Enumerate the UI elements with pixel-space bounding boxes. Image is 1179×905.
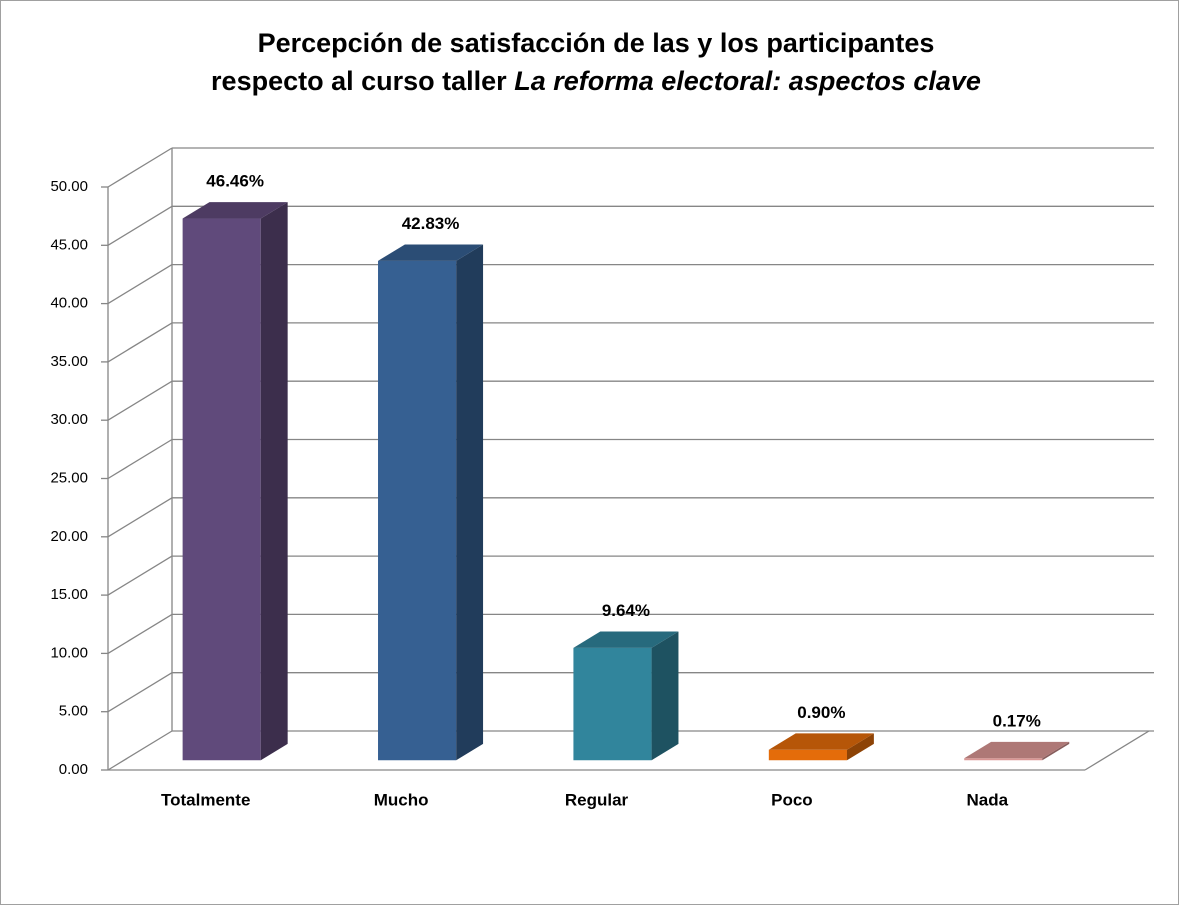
- grid-line: [107, 205, 173, 246]
- bar-top: [573, 631, 679, 648]
- grid-line: [107, 555, 173, 596]
- y-tick-label: 50.00: [50, 178, 88, 195]
- bar-top: [964, 741, 1070, 759]
- bar-side: [260, 202, 288, 761]
- x-tick-label: Poco: [771, 790, 813, 809]
- y-tick-label: 20.00: [50, 528, 88, 545]
- data-label: 46.46%: [206, 172, 264, 191]
- grid-line: [107, 613, 173, 654]
- y-tick-label: 45.00: [50, 236, 88, 253]
- bar: [573, 647, 652, 761]
- y-tick-label: 35.00: [50, 353, 88, 370]
- bar-side: [651, 631, 679, 761]
- bar-top: [182, 202, 288, 219]
- title-text: respecto al curso taller: [211, 66, 507, 96]
- grid-line: [107, 438, 173, 480]
- y-tick-label: 5.00: [59, 703, 88, 720]
- data-label: 9.64%: [602, 601, 650, 620]
- data-label: 42.83%: [402, 214, 460, 233]
- x-tick-label: Nada: [967, 790, 1009, 809]
- y-tick-label: 40.00: [50, 295, 88, 312]
- title-italic: La reforma electoral: aspectos clave: [514, 66, 981, 96]
- grid-line: [107, 497, 173, 538]
- bar: [378, 260, 457, 761]
- y-tick-label: 30.00: [50, 411, 88, 428]
- x-tick-label: Regular: [565, 790, 629, 809]
- chart-title: Percepción de satisfacción de las y los …: [258, 28, 935, 58]
- grid-line: [107, 730, 173, 771]
- bar-side: [846, 733, 874, 761]
- floor-right: [1084, 730, 1150, 771]
- bar: [768, 749, 847, 761]
- grid-line: [107, 322, 173, 363]
- chart-title-2: respecto al curso taller La reforma elec…: [211, 66, 981, 96]
- x-tick-label: Mucho: [374, 790, 429, 809]
- y-tick-label: 25.00: [50, 469, 88, 486]
- y-tick-label: 10.00: [50, 644, 88, 661]
- grid-line: [107, 264, 173, 305]
- grid-line: [107, 147, 173, 188]
- data-label: 0.90%: [797, 703, 845, 722]
- bar: [964, 758, 1043, 761]
- y-tick-label: 15.00: [50, 586, 88, 603]
- y-tick-label: 0.00: [59, 761, 88, 778]
- grid-line: [107, 380, 173, 421]
- bar: [182, 218, 261, 761]
- x-tick-label: Totalmente: [161, 790, 250, 809]
- grid-line: [107, 672, 173, 713]
- data-label: 0.17%: [993, 711, 1041, 730]
- bar-top: [378, 244, 484, 261]
- bar-side: [1042, 741, 1070, 761]
- bar-top: [768, 733, 874, 750]
- bar-side: [456, 244, 484, 761]
